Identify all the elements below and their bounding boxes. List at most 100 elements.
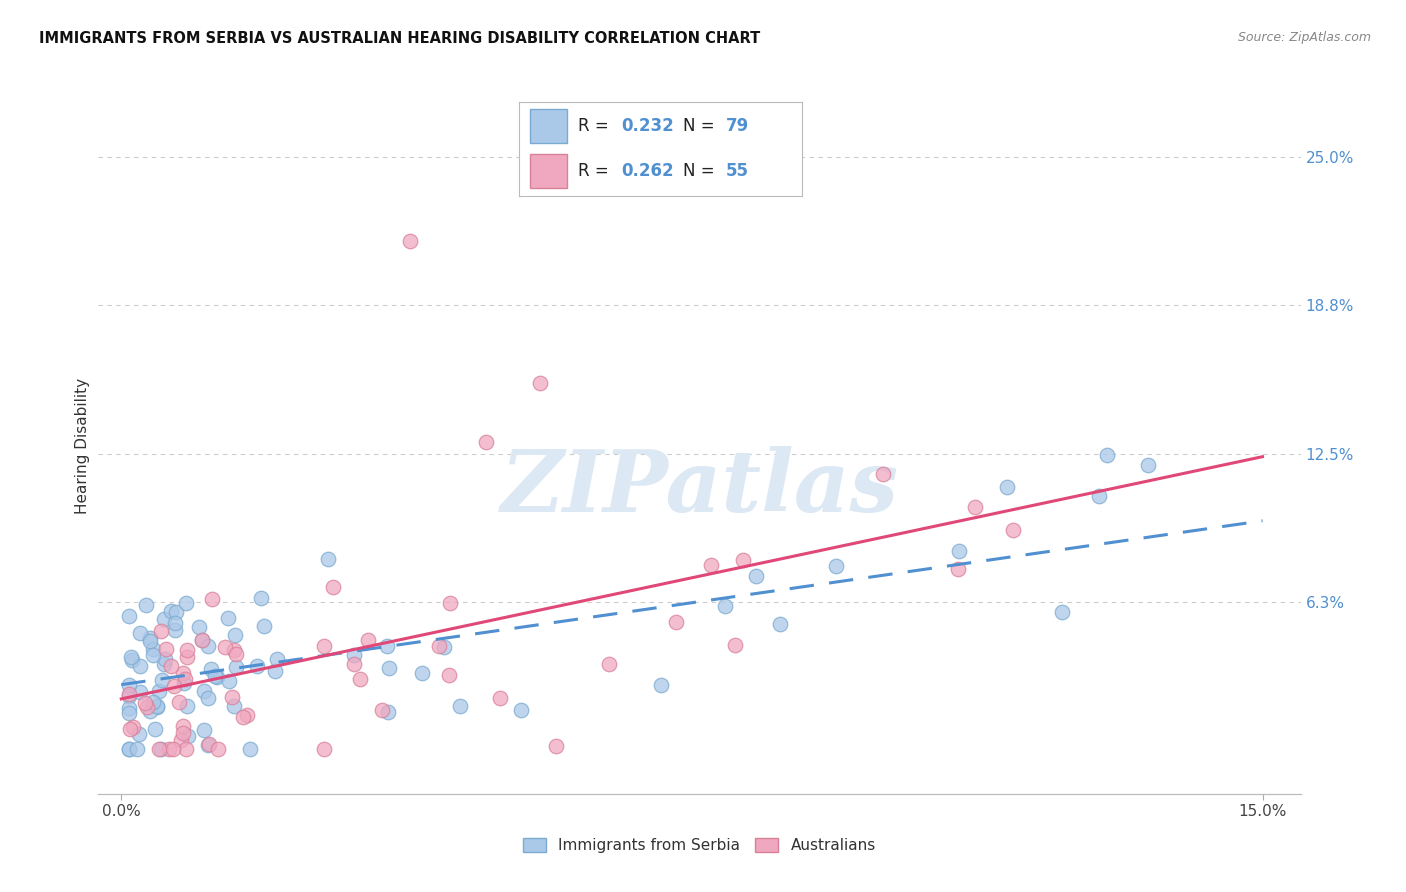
Point — [142, 648, 165, 663]
Point — [177, 729, 200, 743]
Point — [120, 722, 142, 736]
Point — [357, 632, 380, 647]
Point — [475, 435, 498, 450]
Point — [665, 615, 688, 629]
Point — [205, 669, 228, 683]
Point — [142, 641, 165, 656]
Point — [214, 640, 236, 654]
Point — [135, 700, 157, 714]
Point — [198, 737, 221, 751]
Point — [314, 640, 336, 654]
Point — [222, 699, 245, 714]
Point — [197, 739, 219, 753]
Point — [145, 700, 167, 714]
Point — [191, 632, 214, 647]
Point — [250, 591, 273, 605]
Point — [135, 598, 157, 612]
Point — [153, 612, 176, 626]
Point — [411, 665, 433, 680]
Point — [232, 710, 254, 724]
Point — [264, 665, 287, 679]
Point — [197, 691, 219, 706]
Point — [343, 657, 366, 671]
Point — [118, 687, 141, 701]
Point — [121, 653, 143, 667]
Point — [375, 639, 398, 653]
Point — [650, 678, 672, 692]
Point — [700, 558, 723, 573]
Point — [193, 723, 215, 738]
Point — [197, 640, 219, 654]
Point — [174, 596, 197, 610]
Point — [312, 741, 335, 756]
Point — [225, 647, 247, 661]
Point — [174, 672, 197, 686]
Point — [191, 632, 214, 647]
Point — [163, 680, 186, 694]
Point — [349, 672, 371, 686]
Point — [1001, 523, 1024, 537]
Point — [142, 695, 165, 709]
Point — [253, 618, 276, 632]
Point — [176, 642, 198, 657]
Text: ZIPatlas: ZIPatlas — [501, 446, 898, 530]
Point — [163, 616, 186, 631]
Point — [148, 684, 170, 698]
Point — [1136, 458, 1159, 472]
Point — [129, 684, 152, 698]
Point — [343, 648, 366, 662]
Point — [433, 640, 456, 655]
Point — [218, 673, 240, 688]
Point — [995, 480, 1018, 494]
Point — [529, 376, 551, 390]
Point — [224, 628, 246, 642]
Point — [155, 642, 177, 657]
Point — [129, 658, 152, 673]
Point — [322, 580, 344, 594]
Point — [118, 741, 141, 756]
Point — [439, 596, 461, 610]
Point — [246, 659, 269, 673]
Point — [377, 705, 399, 719]
Point — [544, 739, 567, 753]
Y-axis label: Hearing Disability: Hearing Disability — [75, 378, 90, 514]
Point — [437, 668, 460, 682]
Point — [188, 620, 211, 634]
Point — [118, 689, 141, 703]
Point — [120, 650, 142, 665]
Point — [744, 569, 766, 583]
Point — [118, 678, 141, 692]
Point — [225, 660, 247, 674]
Point — [163, 623, 186, 637]
Point — [724, 639, 747, 653]
Point — [399, 234, 422, 248]
Point — [377, 661, 399, 675]
Point — [165, 605, 187, 619]
Point — [224, 643, 246, 657]
Point — [207, 741, 229, 756]
Point — [118, 741, 141, 756]
Point — [153, 651, 176, 665]
Legend: Immigrants from Serbia, Australians: Immigrants from Serbia, Australians — [517, 831, 882, 859]
Text: Source: ZipAtlas.com: Source: ZipAtlas.com — [1237, 31, 1371, 45]
Point — [370, 703, 392, 717]
Point — [316, 552, 339, 566]
Point — [266, 652, 288, 666]
Point — [146, 699, 169, 714]
Point — [172, 666, 194, 681]
Point — [138, 633, 160, 648]
Point — [170, 732, 193, 747]
Point — [488, 691, 510, 706]
Point — [217, 611, 239, 625]
Point — [713, 599, 735, 613]
Point — [121, 720, 143, 734]
Point — [134, 696, 156, 710]
Point — [948, 544, 970, 558]
Text: IMMIGRANTS FROM SERBIA VS AUSTRALIAN HEARING DISABILITY CORRELATION CHART: IMMIGRANTS FROM SERBIA VS AUSTRALIAN HEA… — [39, 31, 761, 46]
Point — [128, 727, 150, 741]
Point — [160, 604, 183, 618]
Point — [200, 662, 222, 676]
Point — [172, 718, 194, 732]
Point — [149, 624, 172, 638]
Point — [963, 500, 986, 514]
